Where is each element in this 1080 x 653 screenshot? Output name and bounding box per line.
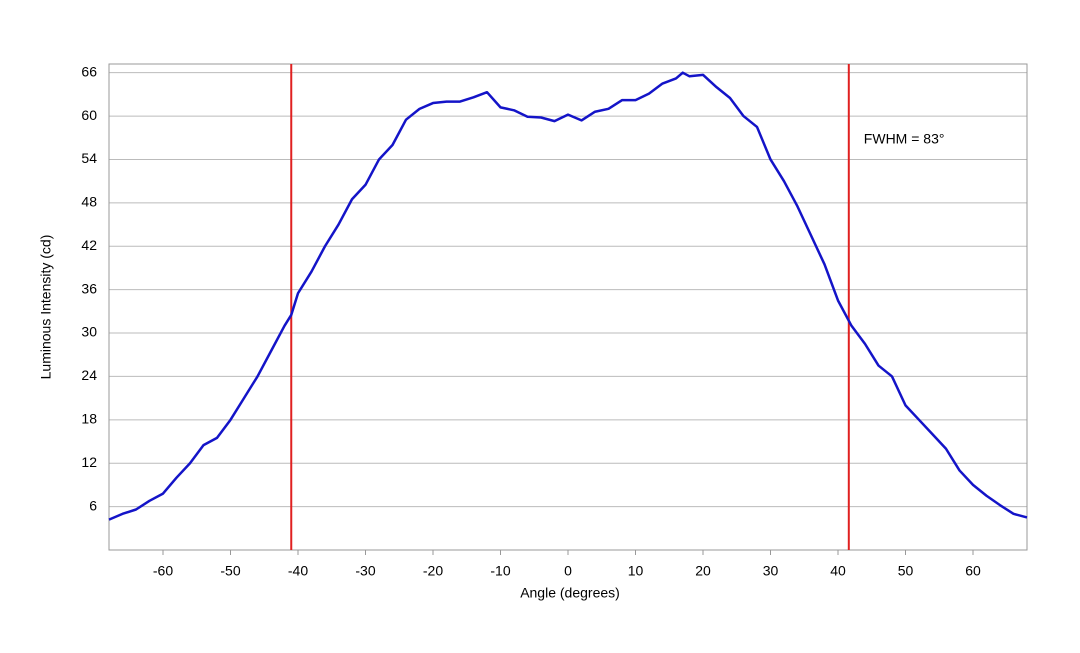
y-tick-label: 30: [81, 324, 97, 340]
x-tick-label: 0: [564, 563, 572, 579]
y-tick-label: 12: [81, 454, 97, 470]
y-tick-label: 24: [81, 367, 97, 383]
x-tick-label: -60: [153, 563, 173, 579]
x-tick-label: 10: [628, 563, 644, 579]
y-tick-label: 66: [81, 63, 97, 79]
y-tick-label: 18: [81, 411, 97, 427]
x-tick-label: 20: [695, 563, 711, 579]
x-tick-label: 50: [898, 563, 914, 579]
y-tick-label: 48: [81, 194, 97, 210]
x-tick-label: 40: [830, 563, 846, 579]
x-tick-label: -50: [220, 563, 240, 579]
y-tick-label: 36: [81, 280, 97, 296]
x-tick-label: 30: [763, 563, 779, 579]
y-tick-label: 54: [81, 150, 97, 166]
y-tick-label: 6: [89, 497, 97, 513]
x-tick-label: -30: [355, 563, 375, 579]
x-tick-label: -10: [490, 563, 510, 579]
y-tick-label: 60: [81, 107, 97, 123]
x-tick-label: -40: [288, 563, 308, 579]
y-axis-label: Luminous Intensity (cd): [38, 235, 54, 380]
plot-border: [108, 63, 1028, 551]
y-tick-label: 42: [81, 237, 97, 253]
annotation: FWHM = 83°: [864, 131, 945, 147]
x-tick-label: -20: [423, 563, 443, 579]
x-axis-label: Angle (degrees): [520, 585, 620, 601]
x-tick-label: 60: [965, 563, 981, 579]
data-line: [108, 71, 1028, 521]
